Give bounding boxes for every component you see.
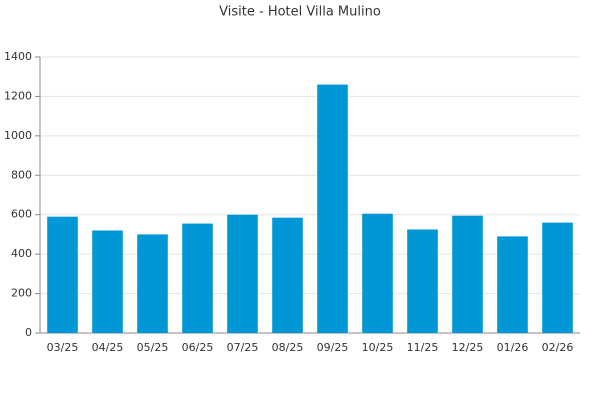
y-tick-label: 0 (25, 326, 32, 339)
bar (542, 222, 573, 333)
bar (272, 217, 303, 333)
x-tick-label: 07/25 (227, 341, 259, 354)
bar (137, 234, 168, 333)
x-tick-label: 05/25 (137, 341, 169, 354)
x-tick-label: 12/25 (452, 341, 484, 354)
x-tick-label: 08/25 (272, 341, 304, 354)
y-tick-label: 1400 (4, 50, 32, 63)
x-tick-label: 11/25 (407, 341, 439, 354)
bar (497, 236, 528, 333)
y-tick-label: 1000 (4, 129, 32, 142)
y-tick-label: 600 (11, 208, 32, 221)
y-tick-label: 1200 (4, 89, 32, 102)
y-tick-label: 200 (11, 287, 32, 300)
x-tick-label: 06/25 (182, 341, 214, 354)
bar (407, 229, 438, 333)
x-tick-label: 10/25 (362, 341, 394, 354)
bar (182, 223, 213, 333)
x-tick-label: 01/26 (497, 341, 529, 354)
x-tick-label: 09/25 (317, 341, 349, 354)
y-tick-label: 800 (11, 168, 32, 181)
y-tick-label: 400 (11, 247, 32, 260)
x-tick-label: 04/25 (92, 341, 124, 354)
x-tick-label: 03/25 (47, 341, 79, 354)
x-tick-label: 02/26 (542, 341, 574, 354)
chart-title: Visite - Hotel Villa Mulino (219, 5, 381, 20)
bar (452, 215, 483, 333)
bar (92, 230, 123, 333)
bar (362, 213, 393, 333)
bar (227, 214, 258, 333)
bar (317, 84, 348, 333)
bar (47, 216, 78, 333)
